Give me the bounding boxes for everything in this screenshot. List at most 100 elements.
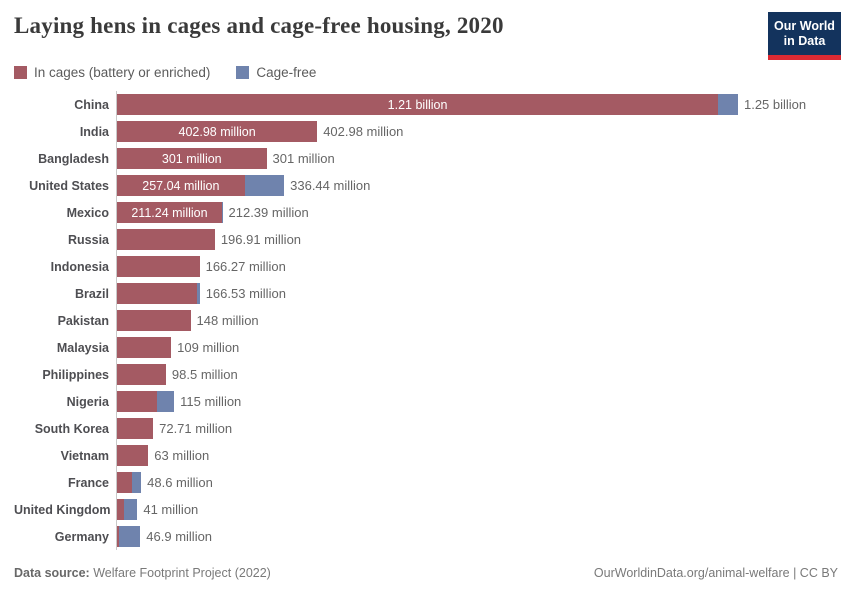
stacked-bar bbox=[117, 391, 175, 412]
in-cages-segment[interactable] bbox=[117, 283, 197, 304]
data-source-label: Data source: bbox=[14, 566, 90, 580]
country-label[interactable]: Russia bbox=[68, 232, 109, 247]
total-value-label: 196.91 million bbox=[220, 232, 302, 247]
in-cages-segment[interactable] bbox=[117, 472, 133, 493]
total-value-label: 48.6 million bbox=[147, 475, 213, 490]
bar-area: 48.6 million bbox=[116, 469, 842, 496]
in-cages-segment[interactable] bbox=[117, 526, 120, 547]
stacked-bar bbox=[117, 256, 200, 277]
in-cages-segment[interactable]: 402.98 million bbox=[117, 121, 318, 142]
in-cages-segment[interactable]: 301 million bbox=[117, 148, 267, 169]
owid-logo[interactable]: Our World in Data bbox=[768, 12, 841, 60]
cage-free-segment[interactable] bbox=[124, 499, 138, 520]
bar-rows: China 1.21 billion 1.25 billion India 402.98… bbox=[14, 91, 842, 550]
in-cages-segment[interactable] bbox=[117, 310, 191, 331]
bar-row-pakistan: Pakistan 148 million bbox=[14, 307, 842, 334]
stacked-bar bbox=[117, 310, 191, 331]
stacked-bar: 257.04 million bbox=[117, 175, 285, 196]
in-cages-swatch-icon bbox=[14, 66, 27, 79]
stacked-bar: 402.98 million bbox=[117, 121, 318, 142]
legend-label-cage-free: Cage-free bbox=[256, 65, 317, 80]
country-label[interactable]: United States bbox=[29, 178, 109, 193]
country-label[interactable]: China bbox=[74, 97, 109, 112]
bar-area: 148 million bbox=[116, 307, 842, 334]
stacked-bar: 1.21 billion bbox=[117, 94, 738, 115]
in-cages-segment[interactable] bbox=[117, 391, 157, 412]
country-label[interactable]: Mexico bbox=[66, 205, 109, 220]
legend-item-in-cages: In cages (battery or enriched) bbox=[14, 65, 210, 80]
country-label[interactable]: Indonesia bbox=[50, 259, 109, 274]
cage-free-segment[interactable] bbox=[119, 526, 141, 547]
stacked-bar bbox=[117, 445, 149, 466]
bar-row-germany: Germany 46.9 million bbox=[14, 523, 842, 550]
stacked-bar: 301 million bbox=[117, 148, 267, 169]
in-cages-segment[interactable]: 257.04 million bbox=[117, 175, 245, 196]
country-label[interactable]: South Korea bbox=[34, 421, 109, 436]
bar-row-bangladesh: Bangladesh 301 million 301 million bbox=[14, 145, 842, 172]
bar-row-united-states: United States 257.04 million 336.44 millio… bbox=[14, 172, 842, 199]
total-value-label: 109 million bbox=[177, 340, 240, 355]
total-value-label: 148 million bbox=[196, 313, 259, 328]
cage-free-segment[interactable] bbox=[718, 94, 738, 115]
in-cages-segment[interactable]: 1.21 billion bbox=[117, 94, 719, 115]
country-label[interactable]: Brazil bbox=[74, 286, 109, 301]
in-cages-segment[interactable]: 211.24 million bbox=[117, 202, 222, 223]
country-label[interactable]: Malaysia bbox=[56, 340, 109, 355]
owid-logo-line1: Our World bbox=[774, 19, 835, 33]
total-value-label: 63 million bbox=[154, 448, 210, 463]
bar-area: 196.91 million bbox=[116, 226, 842, 253]
bar-row-brazil: Brazil 166.53 million bbox=[14, 280, 842, 307]
bar-row-mexico: Mexico 211.24 million 212.39 million bbox=[14, 199, 842, 226]
total-value-label: 72.71 million bbox=[159, 421, 233, 436]
bar-area: 63 million bbox=[116, 442, 842, 469]
stacked-bar bbox=[117, 526, 141, 547]
chart-legend: In cages (battery or enriched) Cage-free bbox=[14, 65, 316, 80]
cage-free-segment[interactable] bbox=[196, 283, 200, 304]
bar-row-indonesia: Indonesia 166.27 million bbox=[14, 253, 842, 280]
in-bar-value-label: 211.24 million bbox=[131, 205, 208, 220]
cage-free-segment[interactable] bbox=[156, 391, 175, 412]
credit-link[interactable]: OurWorldinData.org/animal-welfare | CC B… bbox=[593, 566, 838, 580]
in-cages-segment[interactable] bbox=[117, 445, 149, 466]
in-bar-value-label: 301 million bbox=[161, 151, 222, 166]
bar-row-russia: Russia 196.91 million bbox=[14, 226, 842, 253]
bar-row-china: China 1.21 billion 1.25 billion bbox=[14, 91, 842, 118]
country-label[interactable]: Pakistan bbox=[57, 313, 109, 328]
chart-footer: Data source: Welfare Footprint Project (… bbox=[14, 566, 838, 580]
in-cages-segment[interactable] bbox=[117, 229, 215, 250]
country-label[interactable]: Nigeria bbox=[66, 394, 109, 409]
cage-free-segment[interactable] bbox=[221, 202, 223, 223]
cage-free-segment[interactable] bbox=[244, 175, 285, 196]
chart-title: Laying hens in cages and cage-free housi… bbox=[14, 13, 504, 38]
stacked-bar bbox=[117, 229, 215, 250]
total-value-label: 166.53 million bbox=[205, 286, 286, 301]
country-label[interactable]: Bangladesh bbox=[38, 151, 109, 166]
country-label[interactable]: United Kingdom bbox=[14, 502, 111, 517]
country-label[interactable]: Philippines bbox=[42, 367, 109, 382]
stacked-bar bbox=[117, 472, 142, 493]
stacked-bar bbox=[117, 283, 200, 304]
in-cages-segment[interactable] bbox=[117, 499, 125, 520]
country-label[interactable]: Vietnam bbox=[60, 448, 109, 463]
bar-row-india: India 402.98 million 402.98 million bbox=[14, 118, 842, 145]
cage-free-segment[interactable] bbox=[132, 472, 142, 493]
legend-item-cage-free: Cage-free bbox=[236, 65, 316, 80]
bar-area: 301 million 301 million bbox=[116, 145, 842, 172]
bar-row-nigeria: Nigeria 115 million bbox=[14, 388, 842, 415]
stacked-bar: 211.24 million bbox=[117, 202, 223, 223]
bar-row-united-kingdom: United Kingdom 41 million bbox=[14, 496, 842, 523]
data-source-note: Data source: Welfare Footprint Project (… bbox=[14, 566, 271, 580]
in-cages-segment[interactable] bbox=[117, 364, 166, 385]
in-cages-segment[interactable] bbox=[117, 337, 172, 358]
bar-area: 166.53 million bbox=[116, 280, 842, 307]
bar-chart: China 1.21 billion 1.25 billion India 402.98… bbox=[14, 91, 842, 550]
bar-row-philippines: Philippines 98.5 million bbox=[14, 361, 842, 388]
country-label[interactable]: India bbox=[79, 124, 109, 139]
in-cages-segment[interactable] bbox=[117, 256, 200, 277]
country-label[interactable]: France bbox=[68, 475, 109, 490]
stacked-bar bbox=[117, 499, 138, 520]
owid-logo-line2: in Data bbox=[783, 33, 826, 48]
country-label[interactable]: Germany bbox=[54, 529, 109, 544]
in-cages-segment[interactable] bbox=[117, 418, 154, 439]
